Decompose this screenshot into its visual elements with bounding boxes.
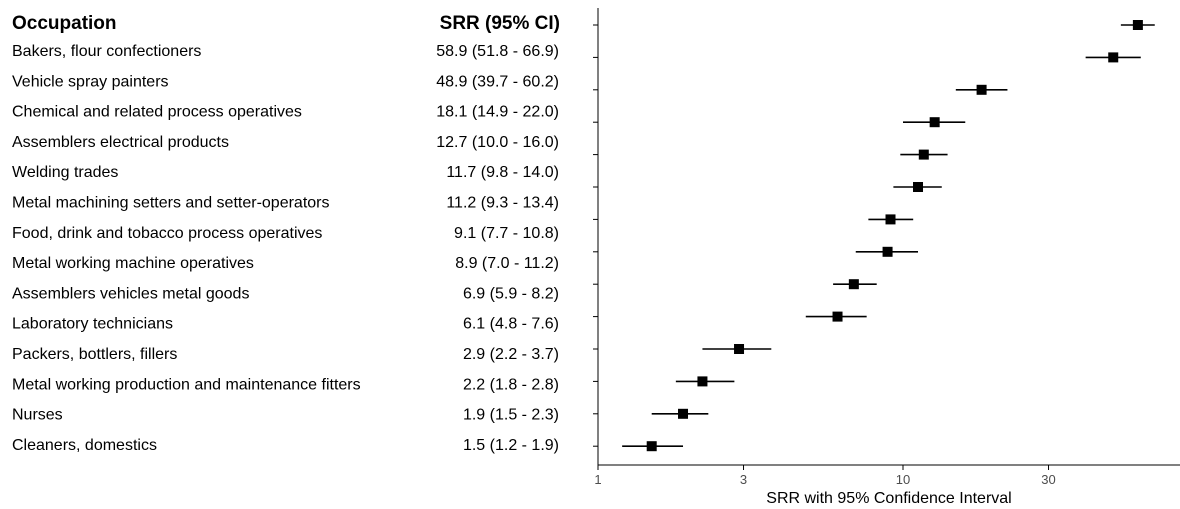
- srr-point: [697, 376, 708, 387]
- x-axis-title: SRR with 95% Confidence Interval: [766, 490, 1011, 507]
- occupation-label: Assemblers vehicles metal goods: [12, 285, 249, 302]
- srr-point: [1132, 20, 1143, 30]
- occupation-label: Laboratory technicians: [12, 316, 173, 333]
- srr-point: [832, 311, 843, 322]
- srr-ci-label: 1.9 (1.5 - 2.3): [463, 407, 559, 424]
- srr-ci-label: 58.9 (51.8 - 66.9): [436, 43, 559, 60]
- srr-point: [646, 441, 657, 452]
- occupation-label: Assemblers electrical products: [12, 134, 229, 151]
- occupation-label: Metal machining setters and setter-opera…: [12, 195, 329, 212]
- srr-ci-label: 12.7 (10.0 - 16.0): [436, 134, 559, 151]
- srr-point: [913, 182, 924, 192]
- x-tick-label: 3: [740, 472, 747, 487]
- occupation-label: Vehicle spray painters: [12, 73, 169, 90]
- x-tick-label: 10: [896, 472, 910, 487]
- srr-ci-label: 1.5 (1.2 - 1.9): [463, 437, 559, 454]
- srr-ci-label: 2.9 (2.2 - 3.7): [463, 346, 559, 363]
- srr-ci-label: 11.2 (9.3 - 13.4): [446, 195, 559, 212]
- srr-point: [885, 214, 896, 225]
- srr-ci-label: 6.1 (4.8 - 7.6): [463, 316, 559, 333]
- x-tick-label: 30: [1041, 472, 1055, 487]
- plot-area: 1 3 10 30: [593, 8, 1180, 487]
- occupation-label: Welding trades: [12, 164, 118, 181]
- srr-point: [1108, 52, 1119, 63]
- srr-ci-label: 11.7 (9.8 - 14.0): [446, 164, 559, 181]
- header-srr-ci: SRR (95% CI): [440, 13, 560, 34]
- srr-point: [734, 344, 745, 354]
- srr-ci-label: 9.1 (7.7 - 10.8): [454, 225, 559, 242]
- srr-ci-label: 18.1 (14.9 - 22.0): [436, 104, 559, 121]
- srr-point: [918, 149, 929, 160]
- x-tick-label: 1: [594, 472, 601, 487]
- header-occupation: Occupation: [12, 13, 117, 34]
- srr-point: [848, 279, 859, 290]
- occupation-label: Bakers, flour confectioners: [12, 43, 201, 60]
- occupation-label: Metal working production and maintenance…: [12, 376, 361, 393]
- occupation-label: Cleaners, domestics: [12, 437, 157, 454]
- occupation-label: Packers, bottlers, fillers: [12, 346, 177, 363]
- occupation-label: Food, drink and tobacco process operativ…: [12, 225, 322, 242]
- srr-ci-label: 6.9 (5.9 - 8.2): [463, 285, 559, 302]
- occupation-label: Metal working machine operatives: [12, 255, 254, 272]
- occupation-table: Occupation SRR (95% CI) Bakers, flour co…: [12, 13, 560, 454]
- occupation-label: Nurses: [12, 407, 63, 424]
- srr-point: [976, 84, 987, 95]
- srr-point: [882, 246, 893, 257]
- occupation-label: Chemical and related process operatives: [12, 104, 302, 121]
- srr-ci-label: 2.2 (1.8 - 2.8): [463, 376, 559, 393]
- srr-ci-label: 8.9 (7.0 - 11.2): [455, 255, 559, 272]
- srr-point: [929, 117, 940, 128]
- srr-point: [678, 408, 689, 419]
- srr-ci-label: 48.9 (39.7 - 60.2): [436, 73, 559, 90]
